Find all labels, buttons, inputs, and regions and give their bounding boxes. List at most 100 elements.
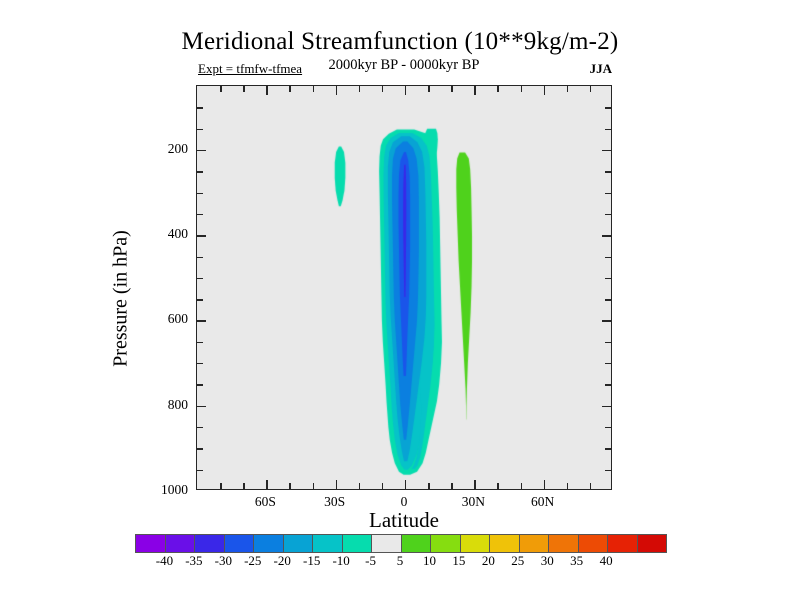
colorbar-cell bbox=[194, 535, 224, 552]
x-tick bbox=[451, 483, 453, 489]
x-tick bbox=[428, 483, 430, 489]
colorbar-tick-label: -15 bbox=[302, 553, 321, 568]
x-tick-top bbox=[474, 86, 476, 95]
y-tick-right bbox=[602, 320, 611, 322]
x-tick bbox=[543, 480, 546, 489]
colorbar-tick-label: -25 bbox=[244, 553, 262, 568]
y-tick bbox=[197, 469, 203, 472]
colorbar-cell bbox=[607, 535, 637, 552]
colorbar-cell bbox=[223, 535, 253, 552]
x-tick bbox=[474, 480, 476, 489]
colorbar-tick-label: -5 bbox=[365, 553, 376, 568]
colorbar bbox=[135, 534, 667, 553]
colorbar-cell bbox=[489, 535, 519, 552]
colorbar-tick-label: 25 bbox=[511, 553, 525, 568]
y-tick bbox=[197, 341, 203, 344]
x-tick bbox=[381, 483, 384, 489]
x-tick bbox=[335, 480, 338, 489]
x-tick bbox=[589, 483, 592, 489]
colorbar-cell bbox=[312, 535, 342, 552]
y-tick bbox=[197, 171, 203, 173]
colorbar-cell bbox=[430, 535, 460, 552]
colorbar-cell bbox=[341, 535, 371, 552]
x-tick bbox=[220, 483, 222, 489]
x-tick bbox=[566, 483, 569, 489]
colorbar-tick-label: -40 bbox=[155, 553, 174, 568]
x-tick bbox=[289, 483, 291, 489]
y-tick-right bbox=[605, 128, 611, 131]
colorbar-tick-label: -10 bbox=[332, 553, 350, 568]
colorbar-cell bbox=[400, 535, 430, 552]
y-tick-right bbox=[605, 448, 611, 450]
colorbar-tick-label: 30 bbox=[540, 553, 554, 568]
colorbar-tick-label: -35 bbox=[185, 553, 203, 568]
y-tick-right bbox=[602, 235, 611, 237]
x-tick-top bbox=[451, 86, 453, 92]
experiment-label: Expt = tfmfw-tfmea bbox=[198, 61, 303, 76]
x-tick bbox=[497, 483, 499, 489]
x-tick-top bbox=[589, 86, 592, 92]
x-axis-title: Latitude bbox=[369, 508, 439, 532]
colorbar-cell bbox=[282, 535, 312, 552]
contour-field bbox=[197, 86, 611, 489]
y-tick-label: 1000 bbox=[161, 482, 188, 497]
y-tick bbox=[197, 363, 203, 365]
colorbar-tick-label: 5 bbox=[396, 553, 404, 568]
x-tick-top bbox=[381, 86, 384, 92]
y-tick-right bbox=[605, 192, 611, 194]
x-tick-top bbox=[243, 86, 245, 92]
y-tick bbox=[197, 405, 206, 408]
colorbar-cell bbox=[636, 535, 666, 552]
x-tick-label: 0 bbox=[400, 494, 408, 509]
y-tick-right bbox=[605, 213, 611, 216]
colorbar-cell bbox=[518, 535, 548, 552]
x-tick bbox=[243, 483, 245, 489]
colorbar-tick-label: 35 bbox=[570, 553, 584, 568]
colorbar-tick-label: -30 bbox=[214, 553, 232, 568]
colorbar-tick-label: 40 bbox=[599, 553, 613, 568]
y-tick bbox=[197, 235, 206, 237]
colorbar-cell bbox=[577, 535, 607, 552]
y-tick bbox=[197, 256, 203, 258]
x-tick-top bbox=[312, 86, 314, 92]
x-tick-label: 60N bbox=[531, 494, 555, 509]
y-tick-right bbox=[605, 171, 611, 173]
colorbar-cell bbox=[164, 535, 194, 552]
y-tick-label: 200 bbox=[167, 140, 188, 156]
x-tick-top bbox=[566, 86, 569, 92]
x-tick-top bbox=[335, 86, 338, 95]
y-tick bbox=[197, 299, 203, 301]
x-tick-top bbox=[497, 86, 499, 92]
y-tick bbox=[197, 384, 203, 386]
x-tick-top bbox=[266, 86, 268, 95]
contour-canvas-wrap bbox=[197, 86, 611, 489]
x-tick bbox=[520, 483, 522, 489]
x-tick-top bbox=[543, 86, 546, 95]
x-tick bbox=[405, 480, 407, 489]
x-tick-top bbox=[405, 86, 407, 95]
y-tick-right bbox=[605, 363, 611, 365]
x-tick-top bbox=[289, 86, 291, 92]
x-tick bbox=[358, 483, 361, 489]
plot-area bbox=[196, 85, 612, 490]
y-tick-right bbox=[602, 149, 611, 152]
y-tick bbox=[197, 320, 206, 322]
period-label: 2000kyr BP - 0000kyr BP bbox=[328, 57, 480, 73]
y-tick bbox=[197, 427, 203, 429]
x-tick-label: 30N bbox=[461, 494, 485, 509]
y-tick-right bbox=[605, 107, 611, 109]
y-tick-label: 600 bbox=[167, 311, 188, 327]
x-tick bbox=[266, 480, 268, 489]
y-tick-right bbox=[605, 341, 611, 344]
y-tick-right bbox=[605, 427, 611, 429]
x-tick-label: 60S bbox=[254, 494, 276, 509]
x-tick-top bbox=[428, 86, 430, 92]
y-tick bbox=[197, 448, 203, 450]
y-tick-right bbox=[605, 256, 611, 258]
y-tick-label: 800 bbox=[167, 396, 188, 412]
y-tick bbox=[197, 149, 206, 152]
colorbar-cell bbox=[371, 535, 401, 552]
colorbar-tick-label: 20 bbox=[481, 553, 495, 568]
x-tick-label: 30S bbox=[324, 494, 346, 509]
